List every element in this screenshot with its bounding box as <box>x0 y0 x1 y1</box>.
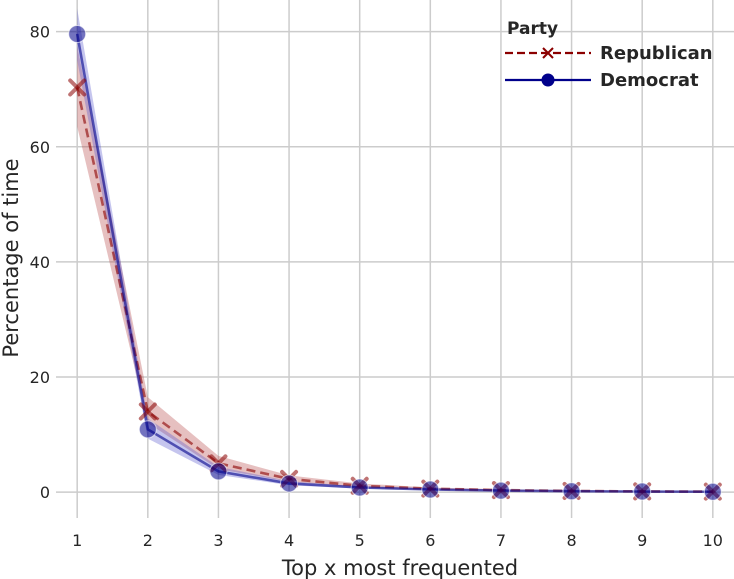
legend-label: Democrat <box>600 70 699 91</box>
democrat-line <box>75 33 713 494</box>
legend-marker <box>542 47 554 59</box>
x-tick-label: 3 <box>213 531 223 550</box>
series-markers <box>68 24 722 501</box>
y-axis-label: Percentage of time <box>0 158 23 357</box>
democrat-point <box>633 482 652 501</box>
democrat-point <box>209 462 228 481</box>
legend-marker <box>541 73 555 87</box>
democrat-point <box>421 480 440 499</box>
tick-labels: 1 2 3 4 5 6 7 8 9 10 0 20 40 60 80 <box>30 23 723 550</box>
y-tick-label: 80 <box>30 23 50 42</box>
x-tick-label: 1 <box>72 531 82 550</box>
legend-item-democrat: Democrat <box>505 70 699 91</box>
republican-point <box>138 402 157 421</box>
republican-point <box>68 78 87 97</box>
grid <box>56 0 734 518</box>
x-tick-label: 4 <box>284 531 294 550</box>
legend-label: Republican <box>600 43 713 64</box>
democrat-point <box>350 478 369 497</box>
x-tick-label: 6 <box>425 531 435 550</box>
y-tick-label: 20 <box>30 368 50 387</box>
legend-item-republican: Republican <box>505 43 713 64</box>
x-tick-label: 8 <box>566 531 576 550</box>
x-tick-label: 9 <box>637 531 647 550</box>
x-tick-label: 10 <box>703 531 723 550</box>
legend: Party Republican Democrat <box>505 19 713 91</box>
y-tick-label: 40 <box>30 253 50 272</box>
democrat-point <box>703 482 722 501</box>
series-lines <box>75 33 713 494</box>
democrat-point <box>68 24 87 43</box>
democrat-point <box>280 474 299 493</box>
y-tick-label: 60 <box>30 138 50 157</box>
democrat-point <box>138 420 157 439</box>
x-axis-label: Top x most frequented <box>281 556 518 579</box>
legend-title: Party <box>507 19 558 39</box>
x-tick-label: 5 <box>355 531 365 550</box>
democrat-point <box>562 482 581 501</box>
democrat-point <box>491 481 510 500</box>
x-tick-label: 2 <box>143 531 153 550</box>
x-tick-label: 7 <box>496 531 506 550</box>
y-tick-label: 0 <box>40 483 50 502</box>
republican-confidence-band <box>77 46 713 492</box>
